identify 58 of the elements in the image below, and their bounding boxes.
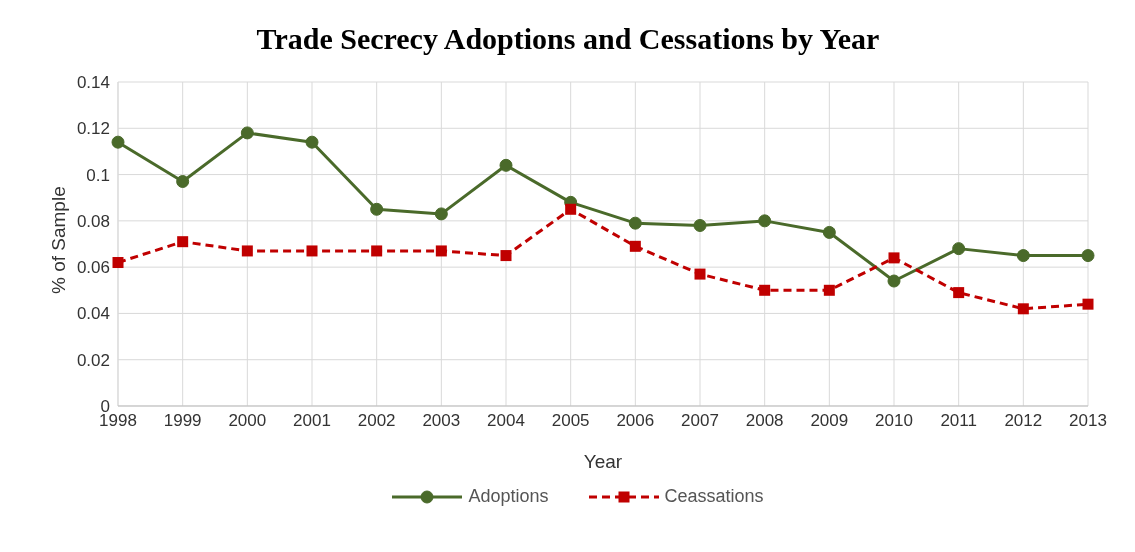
y-tick-label: 0.04 — [76, 304, 110, 324]
point — [694, 268, 706, 280]
point — [370, 202, 384, 216]
point — [434, 207, 448, 221]
point — [952, 242, 966, 256]
point — [888, 252, 900, 264]
x-tick-label: 2007 — [681, 411, 719, 431]
x-tick-label: 2002 — [357, 411, 396, 431]
point — [1017, 303, 1029, 315]
x-tick-label: 2013 — [1069, 411, 1107, 431]
point — [305, 135, 319, 149]
point — [565, 203, 577, 215]
point — [1082, 298, 1094, 310]
point — [371, 245, 383, 257]
y-tick-label: 0.02 — [76, 350, 110, 370]
x-tick-label: 1999 — [163, 411, 202, 431]
point — [176, 175, 190, 189]
point — [629, 240, 641, 252]
point — [823, 284, 835, 296]
y-tick-label: 0.14 — [76, 73, 110, 93]
point — [1016, 249, 1030, 263]
point — [953, 287, 965, 299]
x-tick-label: 2003 — [422, 411, 461, 431]
point — [111, 135, 125, 149]
x-tick-label: 2008 — [745, 411, 784, 431]
point — [306, 245, 318, 257]
point — [887, 274, 901, 288]
y-tick-label: 0.08 — [76, 211, 110, 231]
point — [758, 214, 772, 228]
chart-title: Trade Secrecy Adoptions and Cessations by Year — [255, 22, 881, 57]
point — [435, 245, 447, 257]
x-tick-label: 2009 — [810, 411, 849, 431]
x-tick-label: 2006 — [616, 411, 655, 431]
point — [499, 158, 513, 172]
y-tick-label: 0.06 — [76, 258, 110, 278]
point — [628, 216, 642, 230]
point — [177, 236, 189, 248]
point — [822, 225, 836, 239]
x-tick-label: 2004 — [487, 411, 525, 431]
point — [500, 250, 512, 262]
x-tick-label: 2005 — [551, 411, 590, 431]
point — [241, 245, 253, 257]
x-tick-label: 2001 — [293, 411, 331, 431]
legend-label: Ceassations — [664, 486, 764, 507]
y-axis-title: % of Sample — [47, 186, 69, 294]
x-tick-label: 2000 — [228, 411, 267, 431]
y-tick-label: 0.12 — [76, 119, 110, 139]
y-tick-label: 0.1 — [86, 165, 110, 185]
x-tick-label: 2012 — [1004, 411, 1043, 431]
legend-label: Adoptions — [468, 486, 549, 507]
point — [112, 257, 124, 269]
point — [1081, 249, 1095, 263]
x-axis-title: Year — [583, 451, 623, 472]
point — [240, 126, 254, 140]
point — [759, 284, 771, 296]
x-tick-label: 2011 — [940, 411, 977, 431]
x-tick-label: 2010 — [875, 411, 913, 431]
point — [693, 218, 707, 232]
